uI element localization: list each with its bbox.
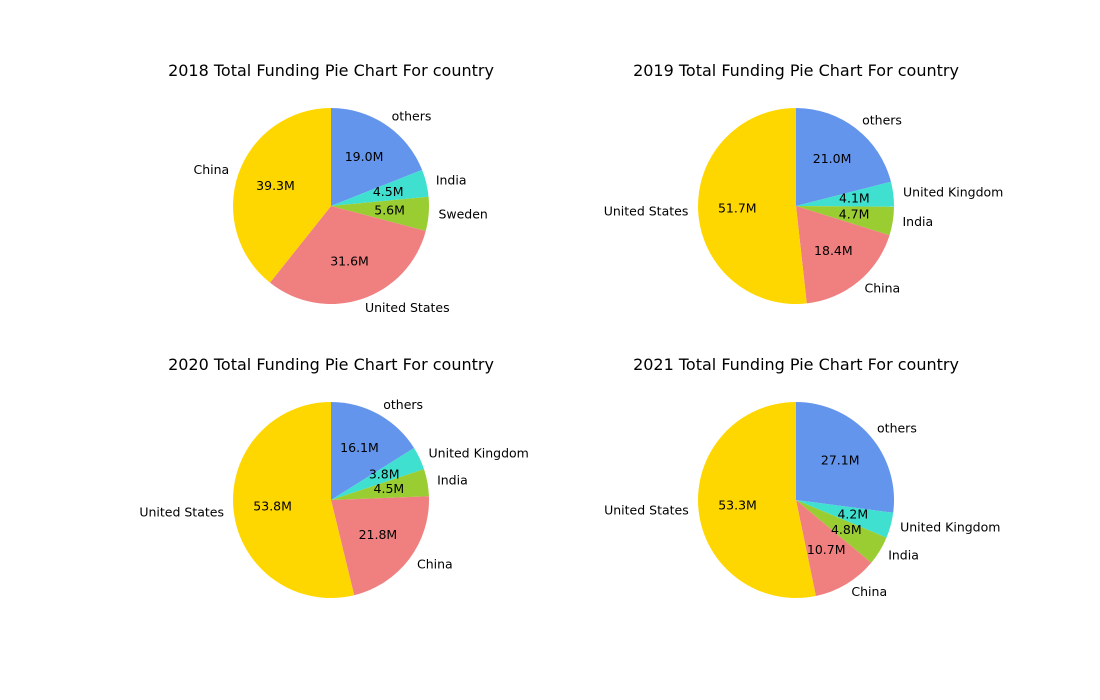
slice-label-sweden: Sweden bbox=[438, 206, 487, 221]
value-label-united-kingdom: 4.1M bbox=[839, 190, 870, 205]
value-label-united-states: 51.7M bbox=[718, 201, 757, 216]
pie-slice-united-kingdom bbox=[796, 500, 894, 538]
pie-chart-2019: 2019 Total Funding Pie Chart For country… bbox=[604, 61, 1003, 304]
value-label-united-states: 53.3M bbox=[718, 497, 757, 512]
pie-chart-2021: 2021 Total Funding Pie Chart For country… bbox=[604, 355, 1000, 599]
slice-label-china: China bbox=[865, 281, 901, 296]
pie-slices: others United Kingdom India China United Sta… bbox=[139, 397, 529, 598]
slice-label-china: China bbox=[851, 584, 887, 599]
value-label-united-kingdom: 4.2M bbox=[837, 507, 868, 522]
slice-label-china: China bbox=[417, 557, 453, 572]
pie-slice-india bbox=[331, 169, 429, 206]
slice-label-india: India bbox=[888, 547, 919, 562]
value-label-india: 4.5M bbox=[373, 184, 404, 199]
slice-label-china: China bbox=[194, 162, 230, 177]
slice-label-united-states: United States bbox=[365, 300, 450, 315]
chart-title: 2019 Total Funding Pie Chart For country bbox=[633, 61, 959, 80]
pie-slice-others bbox=[331, 108, 423, 206]
slice-label-india: India bbox=[436, 172, 467, 187]
chart-title: 2021 Total Funding Pie Chart For country bbox=[633, 355, 959, 374]
slice-label-united-states: United States bbox=[604, 502, 689, 517]
slice-label-india: India bbox=[903, 214, 934, 229]
pie-slice-india bbox=[331, 469, 429, 500]
value-label-united-states: 53.8M bbox=[253, 499, 292, 514]
value-label-others: 19.0M bbox=[345, 149, 384, 164]
slice-label-united-kingdom: United Kingdom bbox=[429, 446, 529, 461]
pie-slices: others India Sweden United States China 19.0M… bbox=[194, 108, 488, 315]
slice-label-united-states: United States bbox=[604, 203, 689, 218]
pie-chart-2020: 2020 Total Funding Pie Chart For country… bbox=[139, 355, 529, 598]
value-label-sweden: 5.6M bbox=[374, 202, 405, 217]
slice-label-others: others bbox=[392, 108, 432, 123]
value-label-china: 10.7M bbox=[807, 542, 846, 557]
pie-slice-india bbox=[796, 206, 894, 236]
pie-slice-united-states bbox=[269, 206, 426, 304]
pie-slice-others bbox=[796, 108, 891, 206]
value-label-india: 4.7M bbox=[839, 207, 870, 222]
value-label-india: 4.8M bbox=[831, 522, 862, 537]
pie-chart-2018: 2018 Total Funding Pie Chart For country… bbox=[168, 61, 494, 315]
chart-title: 2018 Total Funding Pie Chart For country bbox=[168, 61, 494, 80]
pie-slice-united-states bbox=[698, 402, 816, 598]
pie-slices: others United Kingdom India China United Sta… bbox=[604, 108, 1003, 304]
pie-slice-united-states bbox=[698, 108, 807, 304]
value-label-united-kingdom: 3.8M bbox=[369, 466, 400, 481]
pie-slice-united-kingdom bbox=[796, 181, 895, 207]
pie-slice-china bbox=[796, 500, 872, 596]
pie-slice-others bbox=[331, 402, 415, 500]
value-label-china: 39.3M bbox=[256, 178, 295, 193]
pie-slice-others bbox=[796, 402, 895, 513]
slice-label-others: others bbox=[383, 397, 423, 412]
value-label-china: 18.4M bbox=[814, 243, 853, 258]
value-label-united-states: 31.6M bbox=[330, 253, 369, 268]
slice-label-united-kingdom: United Kingdom bbox=[900, 519, 1000, 534]
slice-label-united-states: United States bbox=[139, 504, 224, 519]
pie-slice-china bbox=[331, 496, 429, 596]
pie-slice-china bbox=[796, 206, 890, 304]
slice-label-india: India bbox=[437, 472, 468, 487]
slice-label-others: others bbox=[877, 420, 917, 435]
pie-slice-china bbox=[233, 108, 331, 283]
value-label-others: 21.0M bbox=[813, 151, 852, 166]
slice-label-others: others bbox=[862, 112, 902, 127]
value-label-china: 21.8M bbox=[359, 527, 398, 542]
slice-label-united-kingdom: United Kingdom bbox=[903, 184, 1003, 199]
pie-slice-united-states bbox=[233, 402, 355, 598]
value-label-india: 4.5M bbox=[374, 481, 405, 496]
value-label-others: 16.1M bbox=[340, 440, 379, 455]
chart-title: 2020 Total Funding Pie Chart For country bbox=[168, 355, 494, 374]
pie-slice-india bbox=[796, 500, 887, 563]
pie-slices: others United Kingdom India China United Sta… bbox=[604, 402, 1000, 599]
pie-slice-united-kingdom bbox=[331, 448, 425, 500]
value-label-others: 27.1M bbox=[821, 453, 860, 468]
pie-slice-sweden bbox=[331, 196, 430, 231]
